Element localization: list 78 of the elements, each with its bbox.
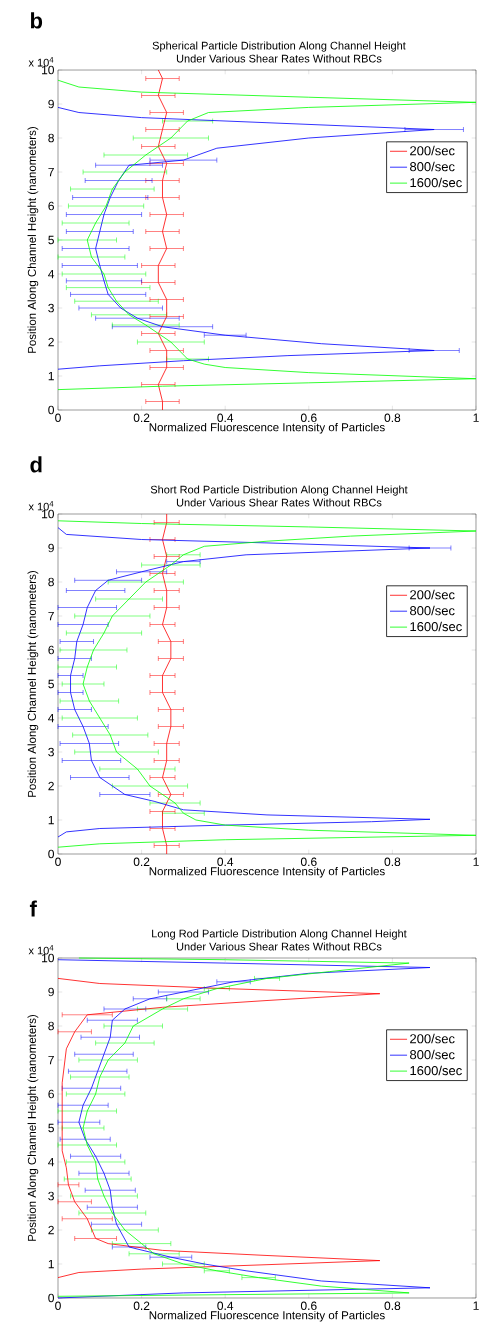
y-tick-label: 1 (48, 1259, 54, 1269)
text: b (30, 12, 43, 29)
x-tick-label: 1 (473, 413, 479, 422)
legend-label: 800/sec (410, 1049, 455, 1060)
y-tick-label: 1 (48, 371, 54, 381)
line-series (57, 79, 477, 391)
legend-label: 800/sec (410, 605, 455, 616)
legend-label: 1600/sec (410, 177, 462, 188)
y-tick-label: 5 (48, 235, 54, 245)
x-tick-label: 0.6 (300, 413, 317, 423)
y-tick-label: 2 (48, 337, 54, 347)
y-tick-label: 7 (48, 611, 54, 621)
y-tick-label: 8 (48, 133, 54, 143)
line-series (57, 520, 477, 848)
x-tick-label: 0.4 (217, 413, 234, 423)
text: x 10$^{4}$ (28, 57, 54, 67)
legend-label: 1600/sec (410, 621, 462, 632)
y-tick-label: 3 (48, 303, 54, 313)
chart-title: Short Rod Particle Distribution Along Channel Height (150, 485, 408, 496)
y-tick-label: 5 (48, 679, 54, 689)
y-tick-label: 3 (48, 1191, 54, 1201)
x-axis-title: Normalized Fluorescence Intensity of Particles (149, 866, 385, 878)
y-axis-title: Position Along Channel Height (nanometers) (27, 570, 39, 797)
y-tick-label: 3 (48, 747, 54, 757)
legend-label: 200/sec (410, 1033, 455, 1044)
x-tick-label: 1 (473, 857, 479, 866)
y-tick-label: 9 (48, 543, 54, 553)
legend-label: 200/sec (410, 145, 455, 156)
y-tick-label: 2 (48, 1225, 54, 1235)
y-tick-label: 6 (48, 645, 54, 655)
legend-label: 200/sec (410, 589, 455, 600)
y-tick-label: 10 (42, 509, 54, 519)
x-tick-label: 0.8 (384, 1301, 401, 1311)
y-tick-label: 0 (48, 405, 54, 415)
x-tick-label: 0.6 (300, 857, 317, 867)
chart-title: Spherical Particle Distribution Along Channel Height (152, 41, 406, 52)
y-tick-label: 7 (48, 167, 54, 177)
y-tick-label: 6 (48, 1089, 54, 1099)
y-tick-label: 7 (48, 1055, 54, 1065)
y-tick-label: 4 (48, 269, 55, 279)
x-tick-label: 1 (473, 1301, 479, 1310)
y-tick-label: 2 (48, 781, 54, 791)
y-axis-title: Position Along Channel Height (nanometers) (27, 1014, 39, 1241)
y-tick-label: 6 (48, 201, 54, 211)
x-tick-label: 0.4 (217, 857, 234, 867)
x-tick-label: 0.6 (300, 1301, 317, 1311)
line-series (57, 978, 381, 1278)
y-tick-label: 9 (48, 987, 54, 997)
x-tick-label: 0.2 (133, 1301, 150, 1311)
legend-label: 800/sec (410, 161, 455, 172)
y-tick-label: 1 (48, 815, 54, 825)
y-tick-label: 8 (48, 577, 54, 587)
y-tick-label: 0 (48, 849, 54, 859)
x-tick-label: 0.2 (133, 857, 150, 867)
x-tick-label: 0.4 (217, 1301, 234, 1311)
y-tick-label: 4 (48, 713, 55, 723)
chart-subtitle: Under Various Shear Rates Without RBCs (176, 942, 382, 951)
y-tick-label: 5 (48, 1123, 54, 1133)
chart-title: Long Rod Particle Distribution Along Channel Height (152, 929, 407, 940)
text: x 10$^{4}$ (28, 945, 54, 955)
y-tick-label: 9 (48, 99, 54, 109)
legend-label: 1600/sec (410, 1065, 462, 1076)
x-axis-title: Normalized Fluorescence Intensity of Particles (149, 422, 385, 434)
x-axis-title: Normalized Fluorescence Intensity of Particles (149, 1310, 385, 1322)
y-axis-title: Position Along Channel Height (nanometers) (27, 126, 39, 353)
y-tick-label: 10 (42, 953, 54, 963)
y-tick-label: 10 (42, 65, 54, 75)
y-tick-label: 0 (48, 1293, 54, 1303)
y-tick-label: 4 (48, 1157, 55, 1167)
x-tick-label: 0.2 (133, 413, 150, 423)
text: x 10$^{4}$ (28, 501, 54, 511)
y-tick-label: 8 (48, 1021, 54, 1031)
chart-subtitle: Under Various Shear Rates Without RBCs (176, 498, 382, 507)
text: d (30, 456, 42, 473)
text: f (29, 900, 37, 917)
chart-subtitle: Under Various Shear Rates Without RBCs (176, 54, 382, 63)
x-tick-label: 0.8 (384, 413, 401, 423)
x-tick-label: 0.8 (384, 857, 401, 867)
